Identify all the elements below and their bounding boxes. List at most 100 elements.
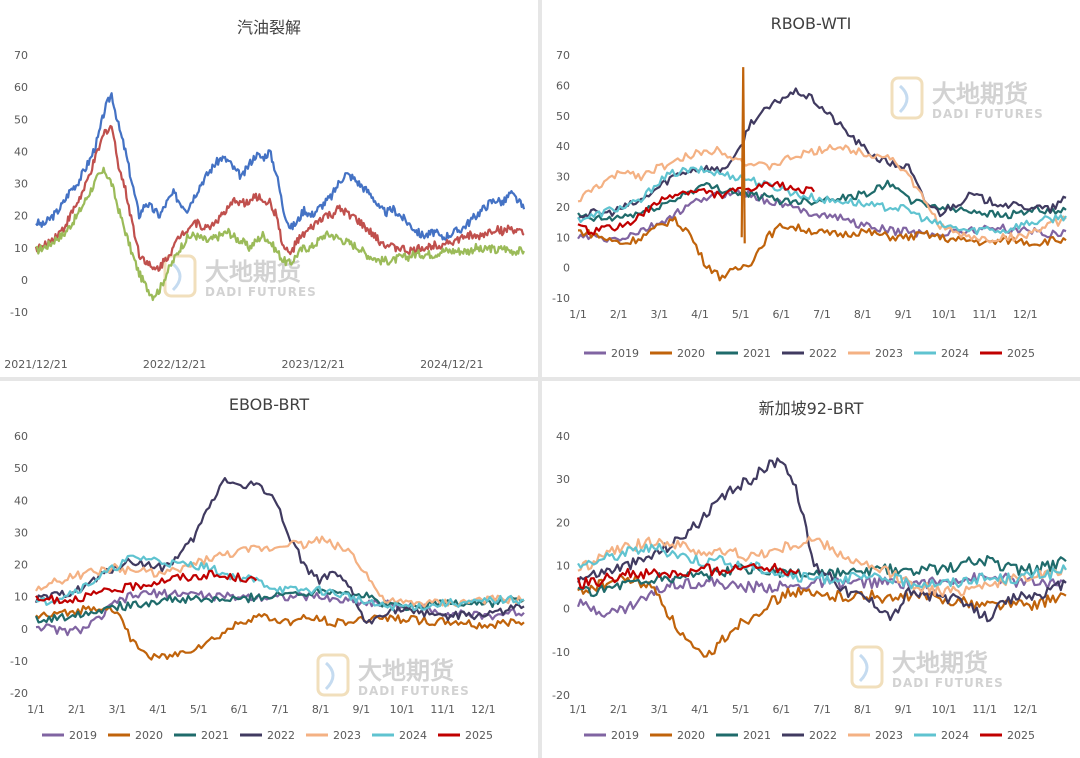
chart-title: RBOB-WTI (770, 14, 852, 33)
series-line-2025 (35, 569, 258, 605)
chart-panel-rbob-wti: RBOB-WTI 大地期货 DADI FUTURES -10 0 10 20 30 40 50 6… (542, 0, 1080, 377)
y-tick-label: -10 (552, 292, 570, 305)
chart-panel-gasoline-crack: 汽油裂解 大地期货 DADI FUTURES -10 0 10 20 30 40 50 60 70 2… (0, 0, 538, 377)
x-tick-label: 1/1 (27, 703, 45, 716)
y-tick-label: -10 (552, 646, 570, 659)
y-tick-label: 0 (563, 603, 570, 616)
watermark-text-en: DADI FUTURES (892, 676, 1004, 690)
y-tick-label: 70 (556, 49, 570, 62)
legend-label: 2019 (611, 347, 639, 360)
x-tick-label: 6/1 (772, 703, 790, 716)
x-tick-label: 12/1 (1013, 703, 1038, 716)
x-tick-label: 8/1 (312, 703, 330, 716)
y-tick-label: 60 (14, 430, 28, 443)
x-tick-label: 10/1 (390, 703, 415, 716)
x-tick-label: 5/1 (190, 703, 208, 716)
x-tick-label: 11/1 (972, 703, 997, 716)
y-tick-label: 40 (14, 494, 28, 507)
legend-label: 2024 (399, 729, 427, 742)
x-tick-label: 9/1 (894, 703, 912, 716)
series-spike-2020 (740, 67, 746, 244)
watermark-logo-mark (324, 661, 335, 691)
x-tick-label: 2021/12/21 (4, 358, 67, 371)
x-tick-label: 9/1 (894, 308, 912, 321)
x-tick-label: 1/1 (569, 703, 587, 716)
watermark-logo-icon (316, 653, 350, 697)
y-tick-label: 60 (14, 81, 28, 94)
legend: 2019 2020 2021 2022 2023 2024 2025 (584, 729, 1035, 742)
watermark-logo-mark (171, 262, 182, 292)
series-line-2023 (577, 144, 1067, 244)
chart-panel-singapore92-brt: 新加坡92-BRT 大地期货 DADI FUTURES -20 -10 0 10 20 30 4… (542, 381, 1080, 758)
legend-label: 2022 (809, 729, 837, 742)
x-tick-label: 10/1 (932, 308, 957, 321)
legend-label: 2019 (611, 729, 639, 742)
legend-label: 2023 (875, 729, 903, 742)
x-tick-label: 11/1 (972, 308, 997, 321)
y-tick-label: 10 (14, 242, 28, 255)
x-tick-label: 2023/12/21 (281, 358, 344, 371)
watermark-text-cn: 大地期货 (892, 649, 988, 677)
x-tick-label: 4/1 (691, 703, 709, 716)
y-tick-label: 40 (14, 145, 28, 158)
legend-label: 2024 (941, 729, 969, 742)
y-tick-label: -20 (552, 689, 570, 702)
y-tick-label: 60 (556, 79, 570, 92)
watermark-text-cn: 大地期货 (358, 657, 454, 685)
watermark-logo-mark (898, 84, 909, 114)
x-tick-label: 4/1 (691, 308, 709, 321)
y-tick-label: 20 (14, 559, 28, 572)
legend-label: 2023 (875, 347, 903, 360)
series-line-2020 (35, 605, 525, 661)
series-line-2024 (577, 165, 1067, 236)
y-tick-label: 30 (14, 526, 28, 539)
y-tick-label: 10 (556, 560, 570, 573)
y-tick-label: 50 (14, 113, 28, 126)
y-tick-label: -20 (10, 687, 28, 700)
watermark-text-en: DADI FUTURES (932, 107, 1044, 121)
y-tick-label: 40 (556, 430, 570, 443)
series-line-2019 (35, 588, 525, 637)
y-tick-label: 0 (563, 262, 570, 275)
x-tick-label: 2/1 (610, 703, 628, 716)
watermark-text-en: DADI FUTURES (205, 285, 317, 299)
y-tick-label: 20 (14, 210, 28, 223)
x-tick-label: 9/1 (352, 703, 370, 716)
legend: 2019 2020 2021 2022 2023 2024 2025 (42, 729, 493, 742)
x-tick-label: 2022/12/21 (143, 358, 206, 371)
y-tick-label: 30 (14, 178, 28, 191)
x-tick-label: 6/1 (772, 308, 790, 321)
series-line-2020 (577, 573, 1067, 658)
x-tick-label: 10/1 (932, 703, 957, 716)
series-line-2022 (577, 87, 1067, 220)
x-tick-label: 2024/12/21 (420, 358, 483, 371)
watermark-logo-icon (890, 76, 924, 120)
x-tick-label: 2/1 (610, 308, 628, 321)
series-line (34, 124, 525, 272)
y-tick-label: 30 (556, 171, 570, 184)
legend-label: 2022 (809, 347, 837, 360)
series-line-2021 (577, 555, 1067, 598)
watermark-text-cn: 大地期货 (932, 80, 1028, 108)
legend-label: 2025 (465, 729, 493, 742)
y-tick-label: 20 (556, 201, 570, 214)
series-line (35, 92, 526, 241)
x-tick-label: 8/1 (854, 703, 872, 716)
series-line-2024 (577, 542, 1067, 590)
legend-label: 2024 (941, 347, 969, 360)
legend-label: 2022 (267, 729, 295, 742)
legend-label: 2020 (677, 347, 705, 360)
series-line-2023 (577, 536, 1067, 598)
chart-title: 汽油裂解 (236, 18, 301, 37)
x-tick-label: 12/1 (471, 703, 496, 716)
legend-label: 2021 (743, 347, 771, 360)
legend-label: 2025 (1007, 729, 1035, 742)
y-tick-label: 10 (14, 591, 28, 604)
x-tick-label: 2/1 (68, 703, 86, 716)
legend: 2019 2020 2021 2022 2023 2024 2025 (584, 347, 1035, 360)
